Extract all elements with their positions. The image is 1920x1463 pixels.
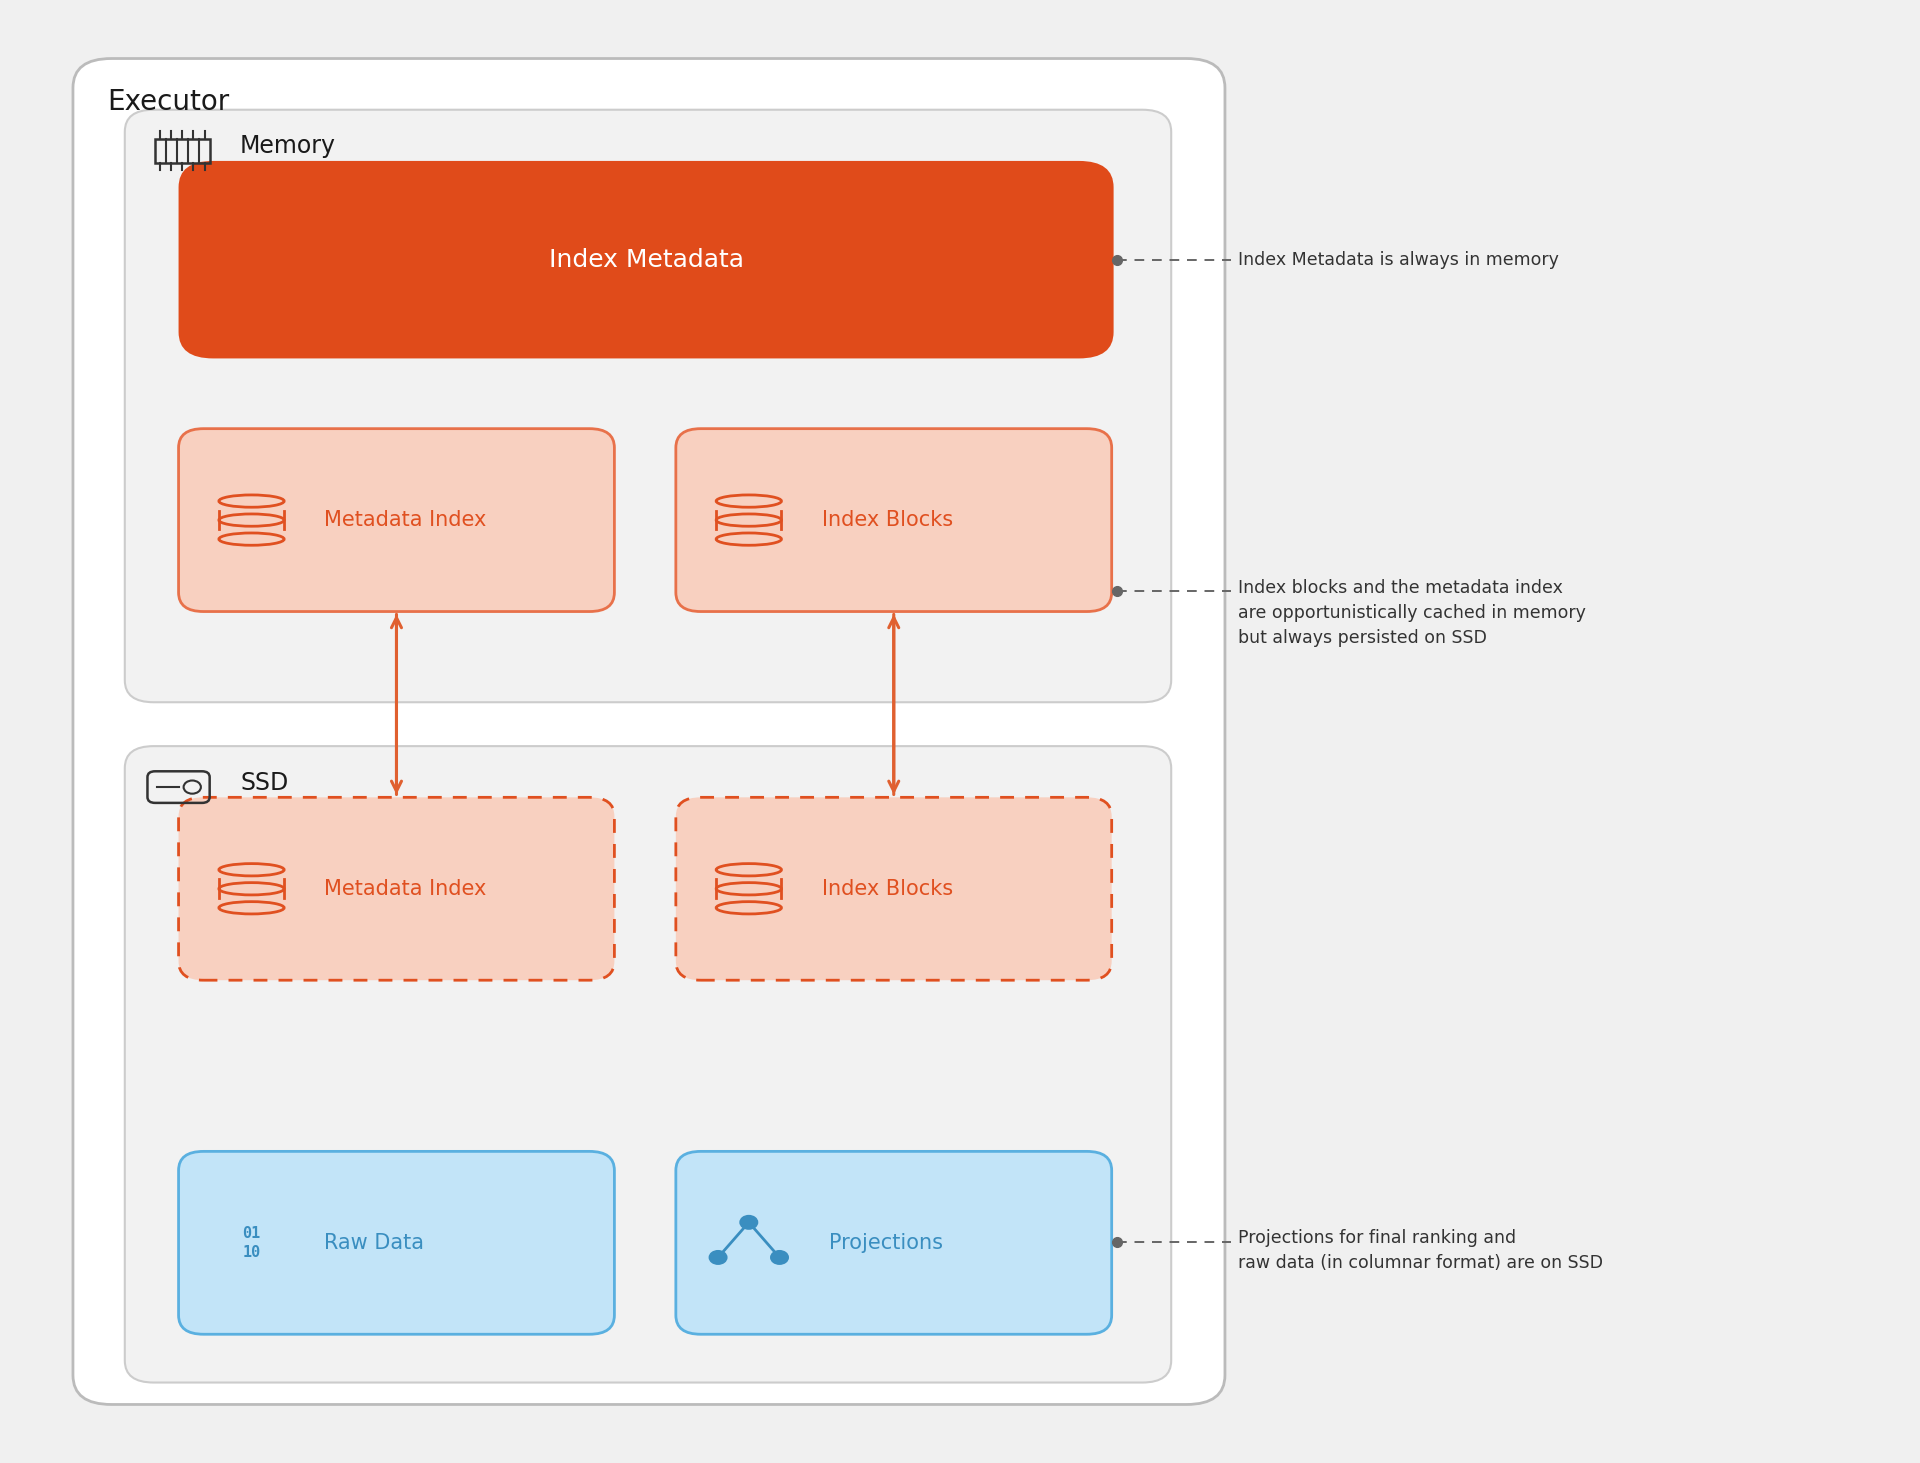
FancyBboxPatch shape xyxy=(125,110,1171,702)
Text: Raw Data: Raw Data xyxy=(324,1233,424,1252)
FancyBboxPatch shape xyxy=(179,797,614,980)
Text: Memory: Memory xyxy=(240,135,336,158)
Circle shape xyxy=(741,1216,756,1229)
FancyBboxPatch shape xyxy=(676,797,1112,980)
Text: Index Metadata: Index Metadata xyxy=(549,247,743,272)
Text: Projections for final ranking and
raw data (in columnar format) are on SSD: Projections for final ranking and raw da… xyxy=(1238,1229,1603,1271)
Text: Metadata Index: Metadata Index xyxy=(324,511,488,530)
FancyBboxPatch shape xyxy=(676,429,1112,612)
FancyBboxPatch shape xyxy=(676,1151,1112,1334)
FancyBboxPatch shape xyxy=(73,59,1225,1404)
Text: Projections: Projections xyxy=(829,1233,943,1252)
Text: Index Blocks: Index Blocks xyxy=(822,879,952,898)
FancyBboxPatch shape xyxy=(125,746,1171,1383)
Text: Index blocks and the metadata index
are opportunistically cached in memory
but a: Index blocks and the metadata index are … xyxy=(1238,579,1586,647)
Text: 01: 01 xyxy=(242,1226,261,1241)
Text: Metadata Index: Metadata Index xyxy=(324,879,488,898)
FancyBboxPatch shape xyxy=(179,1151,614,1334)
FancyBboxPatch shape xyxy=(179,161,1114,358)
FancyBboxPatch shape xyxy=(179,429,614,612)
Text: Executor: Executor xyxy=(108,88,230,116)
Circle shape xyxy=(710,1251,726,1264)
Text: SSD: SSD xyxy=(240,771,288,794)
Text: Index Blocks: Index Blocks xyxy=(822,511,952,530)
Text: Index Metadata is always in memory: Index Metadata is always in memory xyxy=(1238,250,1559,269)
Circle shape xyxy=(772,1251,787,1264)
Text: 10: 10 xyxy=(242,1245,261,1260)
